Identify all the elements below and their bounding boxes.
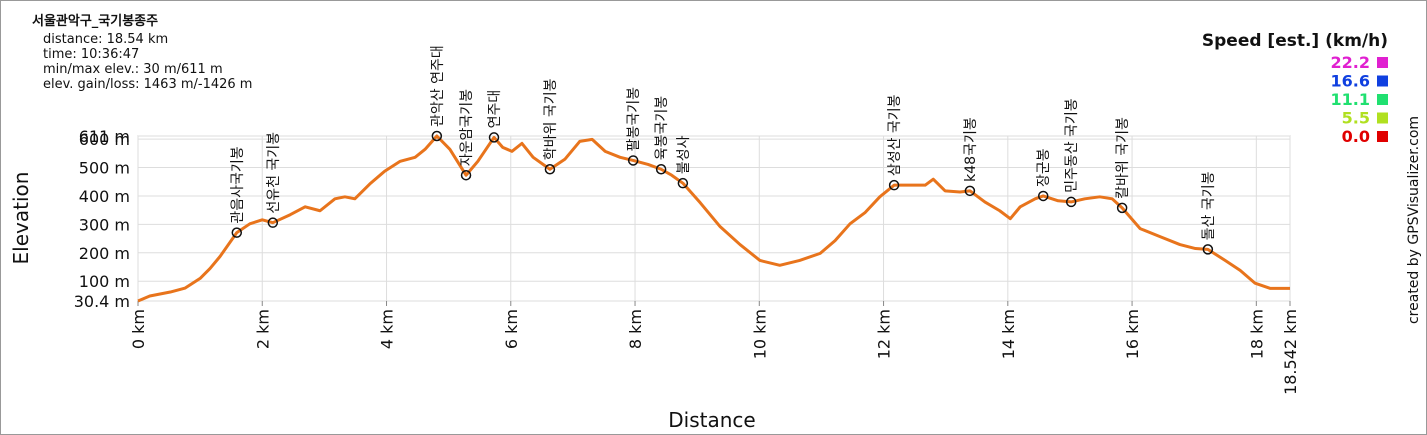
y-tick-label: 200 m — [79, 244, 130, 263]
waypoint-label: 삼성산 국기봉 — [887, 94, 903, 176]
stat-line: min/max elev.: 30 m/611 m — [43, 62, 223, 77]
waypoint — [431, 130, 443, 142]
waypoint-label: 학바위 국기봉 — [543, 78, 559, 160]
y-axis-label: Elevation — [9, 172, 33, 265]
waypoint — [677, 177, 689, 189]
waypoint — [655, 164, 667, 175]
waypoint-label: 연주대 — [487, 90, 503, 129]
waypoint — [627, 155, 639, 166]
chart-title: 서울관악구_국기봉종주 — [32, 13, 158, 29]
waypoint-label: 관음사국기봉 — [230, 146, 246, 223]
waypoint-label: k48국기봉 — [963, 117, 979, 182]
x-tick-label: 16 km — [1123, 309, 1142, 359]
waypoint — [1202, 244, 1214, 255]
legend-swatch — [1377, 131, 1388, 142]
x-tick-label: 18 km — [1247, 309, 1266, 359]
waypoint — [460, 169, 472, 181]
legend-label: 5.5 — [1342, 109, 1370, 128]
legend-swatch — [1377, 57, 1388, 68]
stat-line: elev. gain/loss: 1463 m/-1426 m — [43, 77, 252, 92]
legend-label: 22.2 — [1331, 53, 1370, 72]
legend-label: 16.6 — [1331, 72, 1370, 91]
waypoint — [1037, 190, 1049, 202]
waypoint — [231, 227, 243, 238]
waypoint-label: 관악산 연주대 — [430, 45, 446, 127]
waypoint-label: 돌산 국기봉 — [1201, 171, 1217, 240]
y-tick-label: 100 m — [79, 272, 130, 291]
x-axis-label: Distance — [668, 408, 755, 432]
waypoint-label: 민주동산 국기봉 — [1064, 98, 1080, 193]
waypoint — [1116, 202, 1128, 214]
legend-swatch — [1377, 94, 1388, 105]
waypoint — [888, 179, 900, 191]
legend-swatch — [1377, 112, 1388, 124]
legend-swatch — [1377, 75, 1388, 87]
waypoint — [488, 132, 500, 143]
x-tick-label: 10 km — [750, 309, 769, 359]
y-tick-label: 611 m — [79, 127, 130, 146]
x-tick-label: 8 km — [626, 309, 645, 349]
x-tick-label: 4 km — [378, 309, 397, 349]
x-tick-label: 14 km — [999, 309, 1018, 359]
waypoint-label: 장군봉 — [1036, 148, 1052, 187]
waypoint — [1065, 196, 1077, 208]
legend-label: 11.1 — [1331, 90, 1370, 109]
y-tick-label: 600 m — [79, 130, 130, 149]
waypoint — [544, 164, 556, 175]
x-tick-label: 0 km — [129, 309, 148, 349]
credit: created by GPSVisualizer.com — [1406, 116, 1422, 324]
waypoint-label: 팔봉국기봉 — [626, 87, 642, 152]
stat-line: distance: 18.54 km — [43, 32, 168, 47]
waypoint-label: 선유천 국기봉 — [266, 132, 282, 214]
y-tick-label: 500 m — [79, 159, 130, 178]
waypoint — [267, 217, 279, 228]
x-tick-label: 18.542 km — [1281, 309, 1300, 395]
stat-line: time: 10:36:47 — [43, 47, 139, 62]
legend-title: Speed [est.] (km/h) — [1202, 31, 1388, 51]
y-tick-label: 400 m — [79, 187, 130, 206]
waypoint — [964, 185, 976, 197]
elevation-line — [137, 134, 1290, 303]
waypoint-label: 자운암국기봉 — [459, 89, 475, 166]
y-tick-label: 30.4 m — [74, 292, 130, 311]
legend-label: 0.0 — [1342, 127, 1370, 146]
x-tick-label: 6 km — [502, 309, 521, 349]
waypoint-label: 육봉국기봉 — [654, 96, 670, 161]
waypoint-label: 칼바위 국기봉 — [1115, 117, 1131, 199]
x-tick-label: 12 km — [875, 309, 894, 359]
y-tick-label: 300 m — [79, 215, 130, 234]
x-tick-label: 2 km — [253, 309, 272, 349]
waypoint-label: 불성사 — [676, 135, 692, 174]
